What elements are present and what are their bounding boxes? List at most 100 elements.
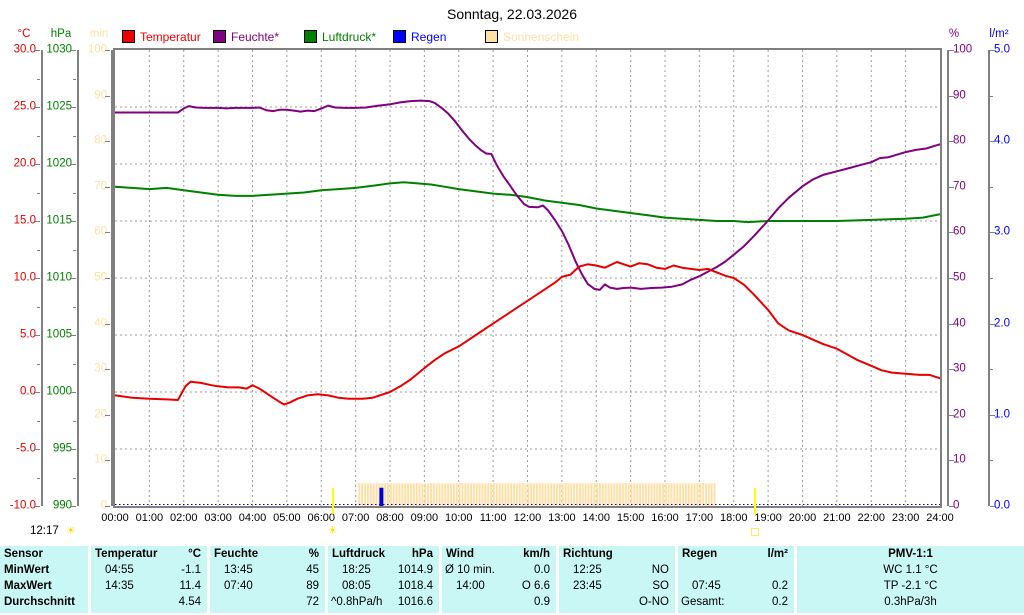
x-axis-label: 20:00 (788, 512, 817, 524)
axis-minor-tick (990, 369, 993, 371)
sunshine-bar (659, 483, 662, 506)
axis-tick-label: 1010 (46, 271, 72, 284)
axis-tick (71, 392, 76, 393)
series-feuchte (115, 99, 940, 291)
pmv-line: WC 1.1 °C (883, 564, 938, 576)
col-time: 08:05 (342, 580, 371, 592)
axis-tick-label: 40 (953, 317, 966, 330)
axis-tick (949, 95, 954, 97)
col-value: 72 (306, 596, 319, 608)
sunshine-bar (450, 483, 452, 506)
sunrise-sun-icon: ☀ (327, 525, 338, 537)
sunshine-bar (444, 483, 447, 506)
table-col-richtung: Richtung 12:25 NO 23:45 SO O-NO (559, 546, 675, 613)
axis-tick (71, 164, 76, 165)
sunshine-bar (513, 483, 515, 506)
axis-line-hPa (77, 50, 79, 506)
axis-tick (35, 278, 40, 279)
axis-minor-tick (990, 186, 993, 188)
col-time: ^0.8hPa/h (331, 596, 383, 608)
axis-tick-label: 80 (953, 134, 966, 147)
sunshine-bar (682, 483, 684, 506)
x-axis-label: 10:00 (444, 512, 473, 524)
axis-tick (105, 186, 110, 188)
axis-tick-label: 50 (953, 271, 966, 284)
col-header: Temperatur (95, 548, 158, 560)
axis-tick (990, 414, 995, 416)
legend-label: Temperatur (140, 30, 201, 44)
axis-minor-tick (37, 192, 40, 194)
x-axis-label: 13:00 (548, 512, 576, 524)
axis-tick (949, 460, 954, 462)
col-value: 0.2 (772, 580, 788, 592)
axis-tick (949, 369, 954, 371)
legend-item-feuchte: Feuchte* (213, 30, 279, 44)
sunshine-bar (604, 483, 607, 506)
col-value: 0.0 (534, 564, 550, 576)
legend-swatch-icon (485, 30, 498, 43)
axis-tick (35, 449, 40, 450)
sunshine-bar (409, 483, 412, 506)
axis-tick (949, 278, 954, 279)
axis-tick (990, 323, 995, 325)
sunshine-bar (418, 483, 421, 506)
axis-tick-label: 3.0 (994, 225, 1010, 238)
axis-tick (71, 278, 76, 279)
sunshine-bar (544, 483, 547, 506)
sunshine-bar (407, 483, 409, 506)
sunshine-bar (384, 483, 387, 506)
col-header: Wind (446, 548, 474, 560)
legend-label: Sonnenschein (503, 30, 580, 44)
col-time: 12:25 (573, 564, 602, 576)
sunshine-bar (467, 483, 470, 506)
sunshine-bar (590, 483, 593, 506)
axis-unit-min: min (89, 28, 109, 40)
axis-tick-label: 20.0 (13, 157, 36, 170)
table-col-regen: Regen l/m² 07:45 0.2 Gesamt: 0.2 (678, 546, 794, 613)
sunshine-bar (504, 483, 507, 506)
axis-tick (71, 107, 76, 108)
legend-swatch-icon (393, 30, 406, 43)
sunshine-bar (521, 483, 524, 506)
col-header: Feuchte (214, 548, 259, 560)
row-label: Durchschnitt (4, 596, 75, 608)
sunshine-bar (696, 483, 699, 506)
axis-minor-tick (73, 306, 76, 308)
x-axis-label: 17:00 (685, 512, 714, 524)
col-unit: % (308, 548, 319, 560)
sunshine-bar (424, 483, 427, 506)
axis-line-l/m² (988, 50, 990, 506)
sunshine-bar (524, 483, 527, 506)
x-axis-label: 01:00 (135, 512, 164, 524)
sunshine-bar (630, 483, 633, 506)
sunshine-bar (484, 483, 487, 506)
sunshine-bar (610, 483, 613, 506)
sunshine-bar (550, 483, 553, 506)
table-col-feuchte: Feuchte% 13:45 45 07:40 89 72 (210, 546, 325, 613)
axis-tick (949, 232, 954, 234)
sunshine-bar (619, 483, 621, 506)
sunshine-bar (576, 483, 578, 506)
sunshine-bar (616, 483, 619, 506)
axis-tick (71, 221, 76, 222)
table-col-pmv: PMV-1:1 WC 1.1 °C TP -2.1 °C 0.3hPa/3h (797, 546, 1024, 613)
sunshine-bar (693, 483, 696, 506)
x-axis-label: 06:00 (307, 512, 336, 524)
row-label: Sensor (4, 548, 43, 560)
sunshine-bar (527, 483, 530, 506)
x-axis-label: 16:00 (651, 512, 679, 524)
axis-tick-label: 4.0 (994, 134, 1010, 147)
col-header: Regen (682, 548, 718, 560)
axis-unit-%: % (948, 28, 960, 40)
sunshine-bar (510, 483, 513, 506)
axis-tick (949, 50, 954, 51)
axis-minor-tick (73, 363, 76, 365)
col-value: 11.4 (179, 580, 201, 592)
sunshine-bar (392, 483, 395, 506)
col-value: 89 (306, 580, 319, 592)
axis-tick-label: 990 (52, 499, 72, 512)
axis-tick (105, 506, 110, 507)
sunshine-bar (547, 483, 550, 506)
legend-label: Regen (411, 30, 447, 44)
sunshine-bar (584, 483, 587, 506)
